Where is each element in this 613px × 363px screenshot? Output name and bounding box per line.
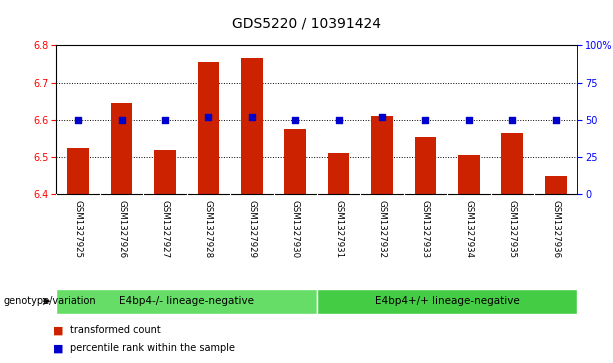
Bar (56, 289, 317, 314)
Bar (111, 103, 132, 194)
Bar (284, 129, 306, 194)
Point (377, 114, 387, 120)
Point (291, 117, 300, 123)
Text: GSM1327932: GSM1327932 (378, 200, 387, 258)
Text: transformed count: transformed count (70, 325, 161, 335)
Bar (545, 176, 566, 194)
Text: GDS5220 / 10391424: GDS5220 / 10391424 (232, 16, 381, 30)
Text: GSM1327926: GSM1327926 (117, 200, 126, 258)
Bar (501, 133, 523, 194)
Bar (197, 62, 219, 194)
Point (551, 117, 561, 123)
Text: E4bp4+/+ lineage-negative: E4bp4+/+ lineage-negative (375, 296, 520, 306)
Text: GSM1327929: GSM1327929 (247, 200, 256, 258)
Text: GSM1327934: GSM1327934 (465, 200, 473, 258)
Text: GSM1327931: GSM1327931 (334, 200, 343, 258)
Text: GSM1327925: GSM1327925 (74, 200, 83, 258)
Text: GSM1327930: GSM1327930 (291, 200, 300, 258)
Text: GSM1327927: GSM1327927 (161, 200, 169, 258)
Text: E4bp4-/- lineage-negative: E4bp4-/- lineage-negative (119, 296, 254, 306)
Point (333, 117, 343, 123)
Point (73, 117, 83, 123)
Text: percentile rank within the sample: percentile rank within the sample (70, 343, 235, 354)
Point (247, 114, 257, 120)
Text: GSM1327935: GSM1327935 (508, 200, 517, 258)
Bar (414, 136, 436, 194)
Bar (241, 58, 262, 194)
Text: GSM1327936: GSM1327936 (551, 200, 560, 258)
Bar (317, 289, 577, 314)
Text: ■: ■ (53, 343, 64, 354)
Point (116, 117, 126, 123)
Text: GSM1327928: GSM1327928 (204, 200, 213, 258)
Bar (328, 153, 349, 194)
Bar (154, 150, 176, 194)
Point (421, 117, 430, 123)
Text: genotype/variation: genotype/variation (3, 296, 96, 306)
Point (160, 117, 170, 123)
Point (464, 117, 474, 123)
Text: ■: ■ (53, 325, 64, 335)
Point (508, 117, 517, 123)
Bar (458, 155, 480, 194)
Bar (371, 116, 393, 194)
Text: GSM1327933: GSM1327933 (421, 200, 430, 258)
Point (204, 114, 213, 120)
Bar (67, 148, 89, 194)
